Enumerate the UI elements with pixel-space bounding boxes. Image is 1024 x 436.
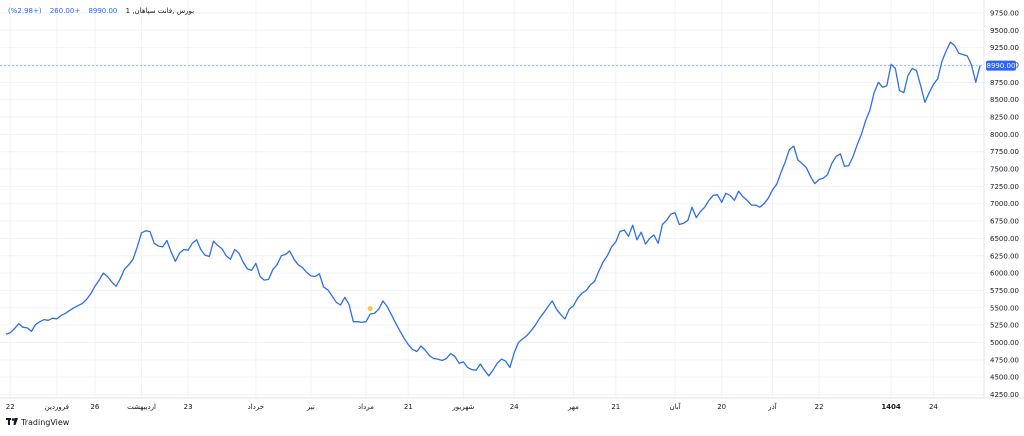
tradingview-brand[interactable]: TradingView [6,418,69,427]
price-tick-label: 8750.00 [990,79,1019,87]
time-tick-label: 1404 [881,403,901,411]
time-tick-label: 21 [611,403,620,411]
last-price-tag-label: 8990.00 [987,62,1016,70]
price-tick-label: 6250.00 [990,252,1019,260]
tradingview-name: TradingView [21,418,70,427]
time-scale[interactable]: 22 فروردین 26 اردیبهشت 23 خرداد تیر مرداد 21 شهری… [6,402,939,411]
price-tick-label: 5250.00 [990,322,1019,330]
price-tick-label: 5750.00 [990,287,1019,295]
price-tick-label: 9750.00 [990,9,1019,17]
price-tick-label: 4250.00 [990,391,1019,399]
price-series-line[interactable] [5,41,981,377]
time-tick-label: فروردین [45,403,69,411]
price-tick-label: 8250.00 [990,114,1019,122]
price-tick-label: 8500.00 [990,96,1019,104]
legend-symbol: بورس ,فانت سپاهان, 1 [125,7,195,15]
price-tick-label: 7750.00 [990,148,1019,156]
price-scale[interactable]: 4250.00 4500.00 4750.00 5000.00 5250.00 5500.… [990,9,1019,399]
price-tick-label: 6500.00 [990,235,1019,243]
price-tick-label: 6750.00 [990,218,1019,226]
time-tick-label: 24 [929,403,938,411]
time-tick-label: آبان [670,402,682,411]
time-tick-label: 20 [717,403,726,411]
price-tick-label: 6000.00 [990,270,1019,278]
time-tick-label: اردیبهشت [127,403,156,411]
time-tick-label: آذر [767,402,777,411]
event-marker[interactable] [367,305,373,312]
price-tick-label: 4500.00 [990,374,1019,382]
time-tick-label: 21 [404,403,413,411]
time-tick-label: مرداد [358,403,374,411]
price-tick-label: 9250.00 [990,44,1019,52]
time-tick-label: 22 [6,403,15,411]
time-tick-label: شهریور [451,403,474,411]
price-tick-label: 4750.00 [990,356,1019,364]
time-tick-label: 23 [184,403,193,411]
time-tick-label: 22 [815,403,824,411]
time-tick-label: خرداد [248,403,264,411]
price-tick-label: 9500.00 [990,27,1019,35]
tradingview-logo-icon [6,418,18,427]
price-tick-label: 5000.00 [990,339,1019,347]
legend-change-pct: (+2.98%) [8,7,42,15]
price-tick-label: 7000.00 [990,200,1019,208]
price-tick-label: 7500.00 [990,166,1019,174]
legend-change: +260.00 [49,7,81,15]
legend-last-price: 8990.00 [88,7,118,15]
last-price-tag-bg [986,60,1016,71]
legend: بورس ,فانت سپاهان, 1 8990.00 +260.00 (+2… [8,7,200,15]
last-price-tag: 8990.00 [986,60,1016,71]
time-tick-label: 24 [510,403,519,411]
price-tick-label: 8000.00 [990,131,1019,139]
grid [0,0,984,398]
time-tick-label: مهر [567,403,579,411]
time-tick-label: تیر [306,403,315,411]
price-tick-label: 7250.00 [990,183,1019,191]
time-tick-label: 26 [90,403,99,411]
price-tick-label: 5500.00 [990,304,1019,312]
axes [0,0,1024,399]
